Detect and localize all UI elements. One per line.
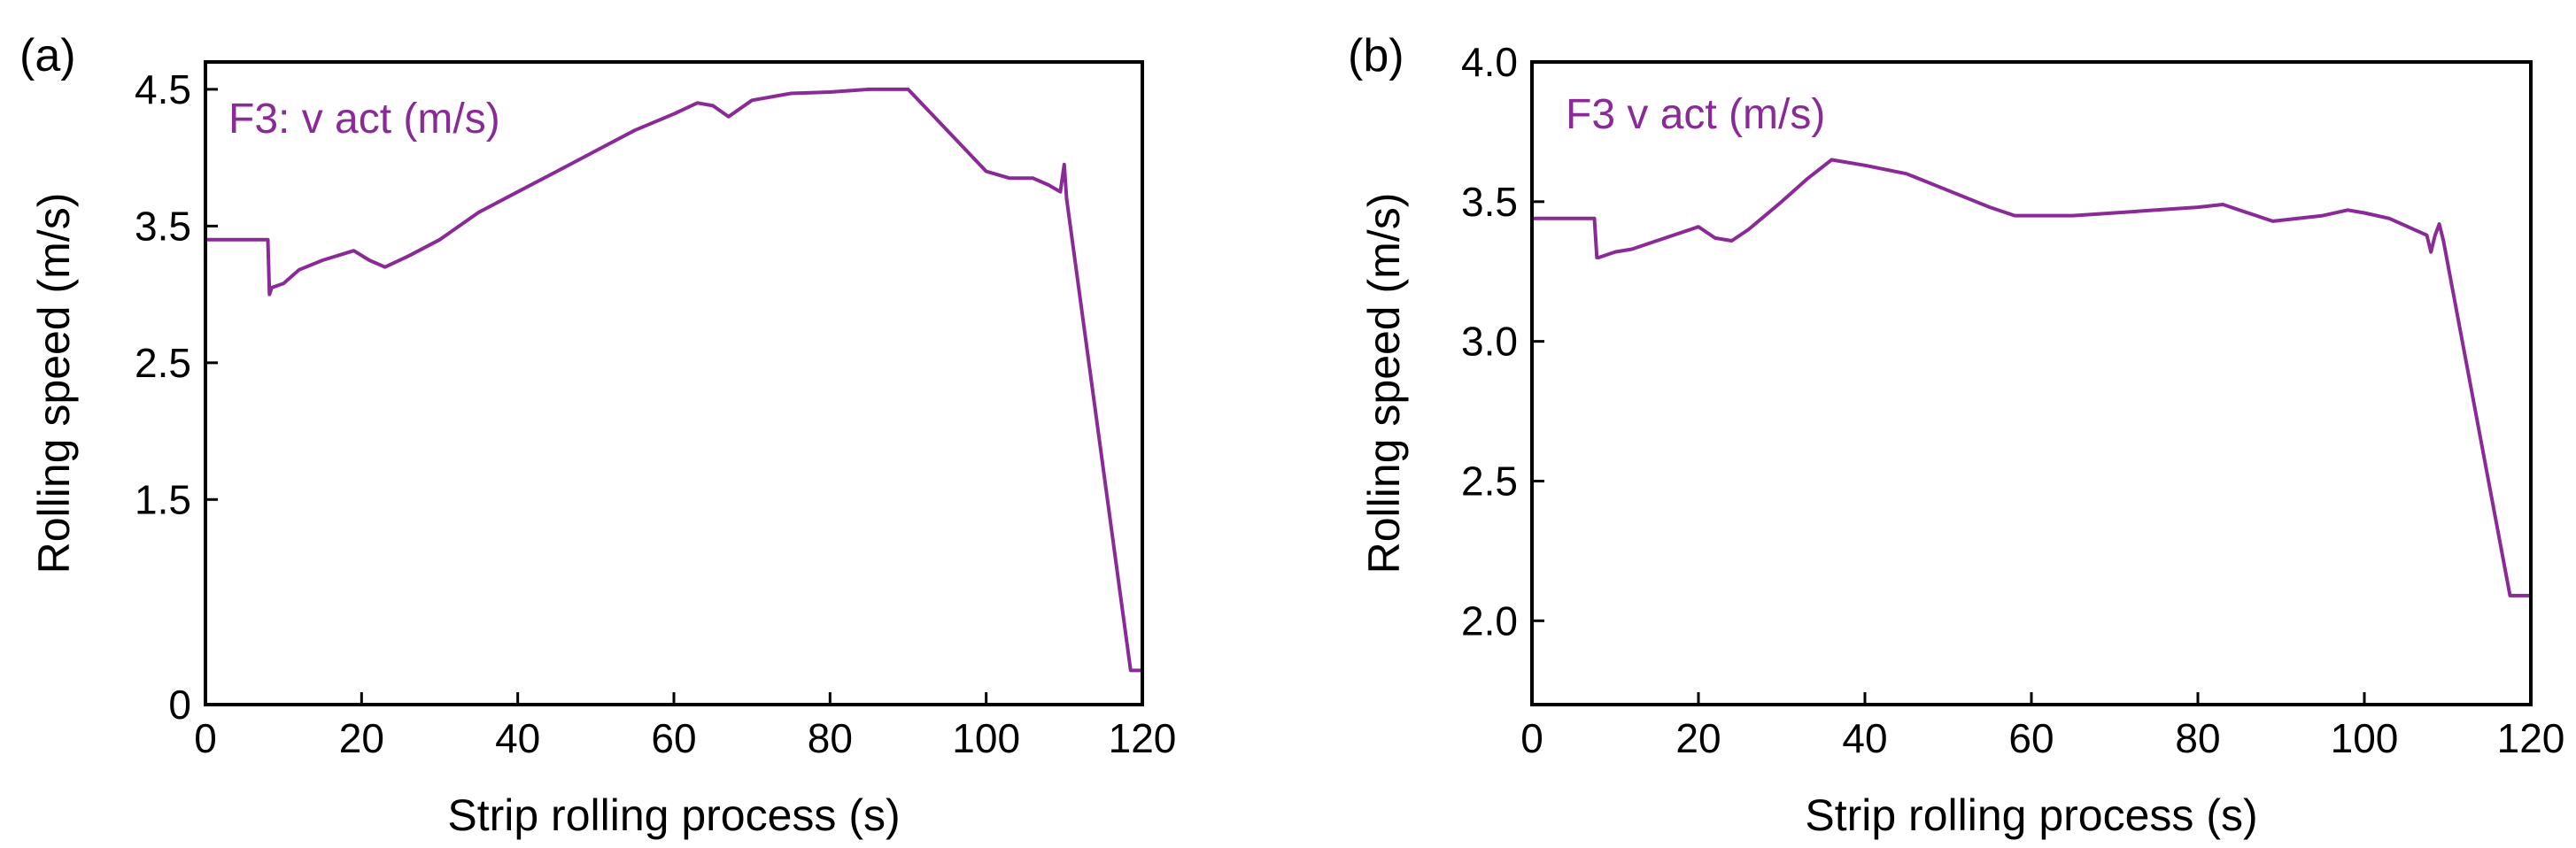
panel-b-plot-frame xyxy=(1530,60,2533,706)
panel-b-y-tick-label: 4.0 xyxy=(1461,39,1518,85)
panel-b-series-line xyxy=(1530,158,2533,597)
panel-b-y-tick-label: 3.5 xyxy=(1461,179,1518,225)
panel-b-label: (b) xyxy=(1348,30,1404,81)
panel-a-x-tick-label: 60 xyxy=(651,715,696,761)
panel-b-y-tick-label: 2.5 xyxy=(1461,458,1518,504)
panel-a-x-tick-label: 80 xyxy=(808,715,853,761)
panel-b-y-tick-label: 3.0 xyxy=(1461,319,1518,365)
panel-a-y-tick-label: 0 xyxy=(168,682,191,728)
panel-b-y-tick-label: 2.0 xyxy=(1461,597,1518,644)
panel-a-y-tick-label: 4.5 xyxy=(135,66,191,112)
panel-b-ticks: 0 20 40 60 80 100 120 2.0 2.5 3.0 3.5 4.0 xyxy=(1461,39,2564,761)
panel-a-x-tick-label: 120 xyxy=(1109,715,1177,761)
panel-b-series xyxy=(1530,158,2533,597)
panel-b-x-tick-label: 20 xyxy=(1675,715,1721,761)
panel-a-ticks: 0 20 40 60 80 100 120 0 1.5 2.5 3.5 4.5 xyxy=(135,66,1176,761)
panel-a-x-tick-label: 0 xyxy=(194,715,217,761)
panel-a-y-axis-label: Rolling speed (m/s) xyxy=(29,193,79,574)
panel-a-plot-frame xyxy=(204,60,1144,706)
panel-a-legend: F3: v act (m/s) xyxy=(228,96,500,143)
panel-a-x-tick-label: 40 xyxy=(495,715,540,761)
panel-a-label: (a) xyxy=(19,30,76,81)
panel-a-x-tick-label: 20 xyxy=(339,715,384,761)
chart-panel-b: (b) 0 20 40 60 80 100 120 2.0 2.5 3.0 3.5 4.0 F3 v … xyxy=(1348,30,2564,840)
panel-b-x-tick-label: 100 xyxy=(2331,715,2399,761)
panel-a-y-tick-label: 3.5 xyxy=(135,203,191,249)
panel-b-y-axis-label: Rolling speed (m/s) xyxy=(1359,193,1409,574)
panel-b-x-tick-label: 80 xyxy=(2175,715,2220,761)
panel-b-x-tick-label: 40 xyxy=(1842,715,1887,761)
panel-b-x-tick-label: 0 xyxy=(1520,715,1543,761)
panel-a-series xyxy=(204,87,1144,673)
panel-b-x-axis-label: Strip rolling process (s) xyxy=(1805,790,2257,840)
panel-b-legend: F3 v act (m/s) xyxy=(1566,91,1825,138)
chart-panel-a: (a) 0 20 40 60 80 100 120 0 1.5 2.5 3.5 4.5 F3: v a… xyxy=(19,30,1176,840)
panel-a-y-tick-label: 2.5 xyxy=(135,340,191,386)
panel-a-x-axis-label: Strip rolling process (s) xyxy=(447,790,900,840)
panel-a-x-tick-label: 100 xyxy=(952,715,1020,761)
panel-a-y-tick-label: 1.5 xyxy=(135,476,191,522)
panel-a-series-line xyxy=(204,87,1144,673)
panel-b-x-tick-label: 120 xyxy=(2497,715,2565,761)
panel-b-x-tick-label: 60 xyxy=(2008,715,2054,761)
